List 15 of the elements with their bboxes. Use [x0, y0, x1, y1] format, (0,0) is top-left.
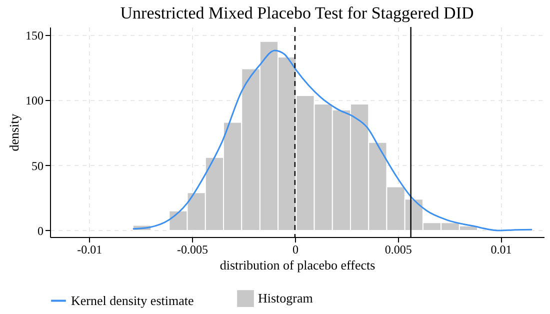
x-tick-label: -0.005: [177, 242, 208, 256]
y-tick-label: 50: [32, 158, 44, 173]
y-tick-label: 100: [26, 94, 44, 108]
legend-label: Kernel density estimate: [71, 292, 194, 308]
x-tick-label: 0.005: [384, 242, 412, 256]
x-tick-label: 0.01: [490, 242, 512, 256]
line-series: [132, 50, 533, 232]
legend-label: Histogram: [258, 290, 313, 306]
y-tick-label: 150: [26, 28, 44, 42]
y-axis-title: density: [6, 113, 22, 152]
x-tick-label: 0: [292, 242, 298, 256]
x-axis-title: distribution of placebo effects: [220, 258, 376, 272]
x-tick-label: -0.01: [77, 242, 102, 256]
chart-title: Unrestricted Mixed Placebo Test for Staggered DID: [120, 3, 474, 22]
y-tick-label: 0: [38, 224, 44, 238]
